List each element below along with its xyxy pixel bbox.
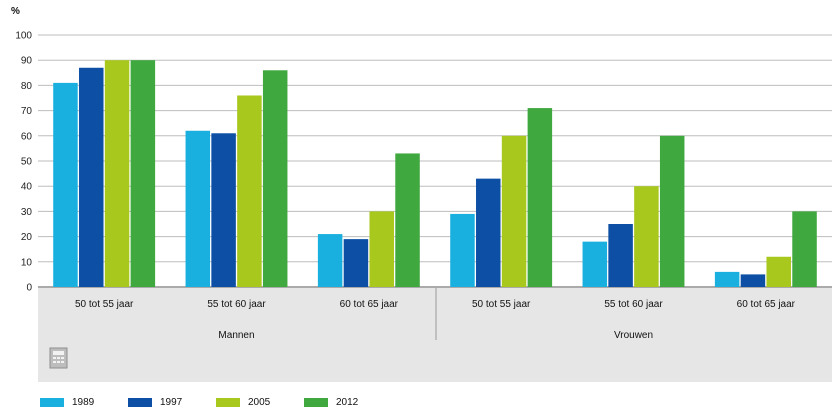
bar-2005 xyxy=(104,60,130,288)
bar-1997 xyxy=(79,67,104,287)
legend-item-2005: 2005 xyxy=(216,397,304,408)
category-panel xyxy=(38,288,832,382)
y-tick-label: 90 xyxy=(21,56,33,67)
category-label: 50 tot 55 jaar xyxy=(75,299,134,310)
category-label: 50 tot 55 jaar xyxy=(472,299,531,310)
y-axis-ticks: 0 10 20 30 40 50 60 70 80 90 100 xyxy=(15,31,32,294)
bar-2005 xyxy=(634,186,659,287)
calculator-icon xyxy=(49,347,68,369)
y-tick-label: 30 xyxy=(21,207,33,218)
bar-2005 xyxy=(501,135,527,287)
category-labels: 50 tot 55 jaar 55 tot 60 jaar 60 tot 65 ja… xyxy=(75,299,796,310)
y-tick-label: 60 xyxy=(21,131,33,142)
bar-1989 xyxy=(317,234,343,287)
bar-2012 xyxy=(527,108,553,287)
bar-2005 xyxy=(237,95,262,287)
legend-item-2012: 2012 xyxy=(304,397,392,408)
y-tick-label: 10 xyxy=(21,257,33,268)
bar-2012 xyxy=(659,135,685,287)
bar-1997 xyxy=(740,274,766,287)
category-label: 55 tot 60 jaar xyxy=(604,299,663,310)
category-label: 60 tot 65 jaar xyxy=(737,299,796,310)
bar-2012 xyxy=(130,60,156,288)
bar-1997 xyxy=(211,133,236,287)
group-labels: Mannen Vrouwen xyxy=(218,330,653,341)
bar-1997 xyxy=(343,239,369,287)
bar-2012 xyxy=(792,211,817,287)
y-tick-label: 0 xyxy=(26,283,32,294)
bar-1989 xyxy=(450,213,475,287)
legend-label: 1997 xyxy=(160,397,183,408)
bar-2012 xyxy=(395,153,420,287)
category-label: 60 tot 65 jaar xyxy=(340,299,399,310)
bar-1989 xyxy=(53,82,78,287)
y-tick-label: 50 xyxy=(21,157,33,168)
legend-label: 2012 xyxy=(336,397,359,408)
bar-1997 xyxy=(476,178,501,287)
y-tick-label: 40 xyxy=(21,182,33,193)
legend-swatch xyxy=(128,398,152,407)
bar-1997 xyxy=(608,224,633,287)
bars xyxy=(53,60,817,288)
legend-swatch xyxy=(40,398,64,407)
legend: 1989 1997 2005 2012 xyxy=(40,397,392,408)
bar-1989 xyxy=(582,241,608,287)
y-tick-label: 80 xyxy=(21,81,33,92)
legend-swatch xyxy=(304,398,328,407)
gridlines xyxy=(38,34,832,288)
legend-swatch xyxy=(216,398,240,407)
bar-2005 xyxy=(369,211,394,287)
legend-item-1989: 1989 xyxy=(40,397,128,408)
y-tick-label: 70 xyxy=(21,106,33,117)
bar-1989 xyxy=(714,271,740,287)
legend-label: 2005 xyxy=(248,397,271,408)
group-label: Vrouwen xyxy=(614,330,653,341)
bar-1989 xyxy=(185,130,211,287)
y-axis-unit: % xyxy=(11,6,20,17)
bar-2005 xyxy=(766,256,791,287)
bar-2012 xyxy=(262,70,288,287)
y-tick-label: 20 xyxy=(21,232,33,243)
group-label: Mannen xyxy=(218,330,254,341)
category-label: 55 tot 60 jaar xyxy=(207,299,266,310)
legend-item-1997: 1997 xyxy=(128,397,216,408)
y-tick-label: 100 xyxy=(15,31,32,42)
legend-label: 1989 xyxy=(72,397,95,408)
